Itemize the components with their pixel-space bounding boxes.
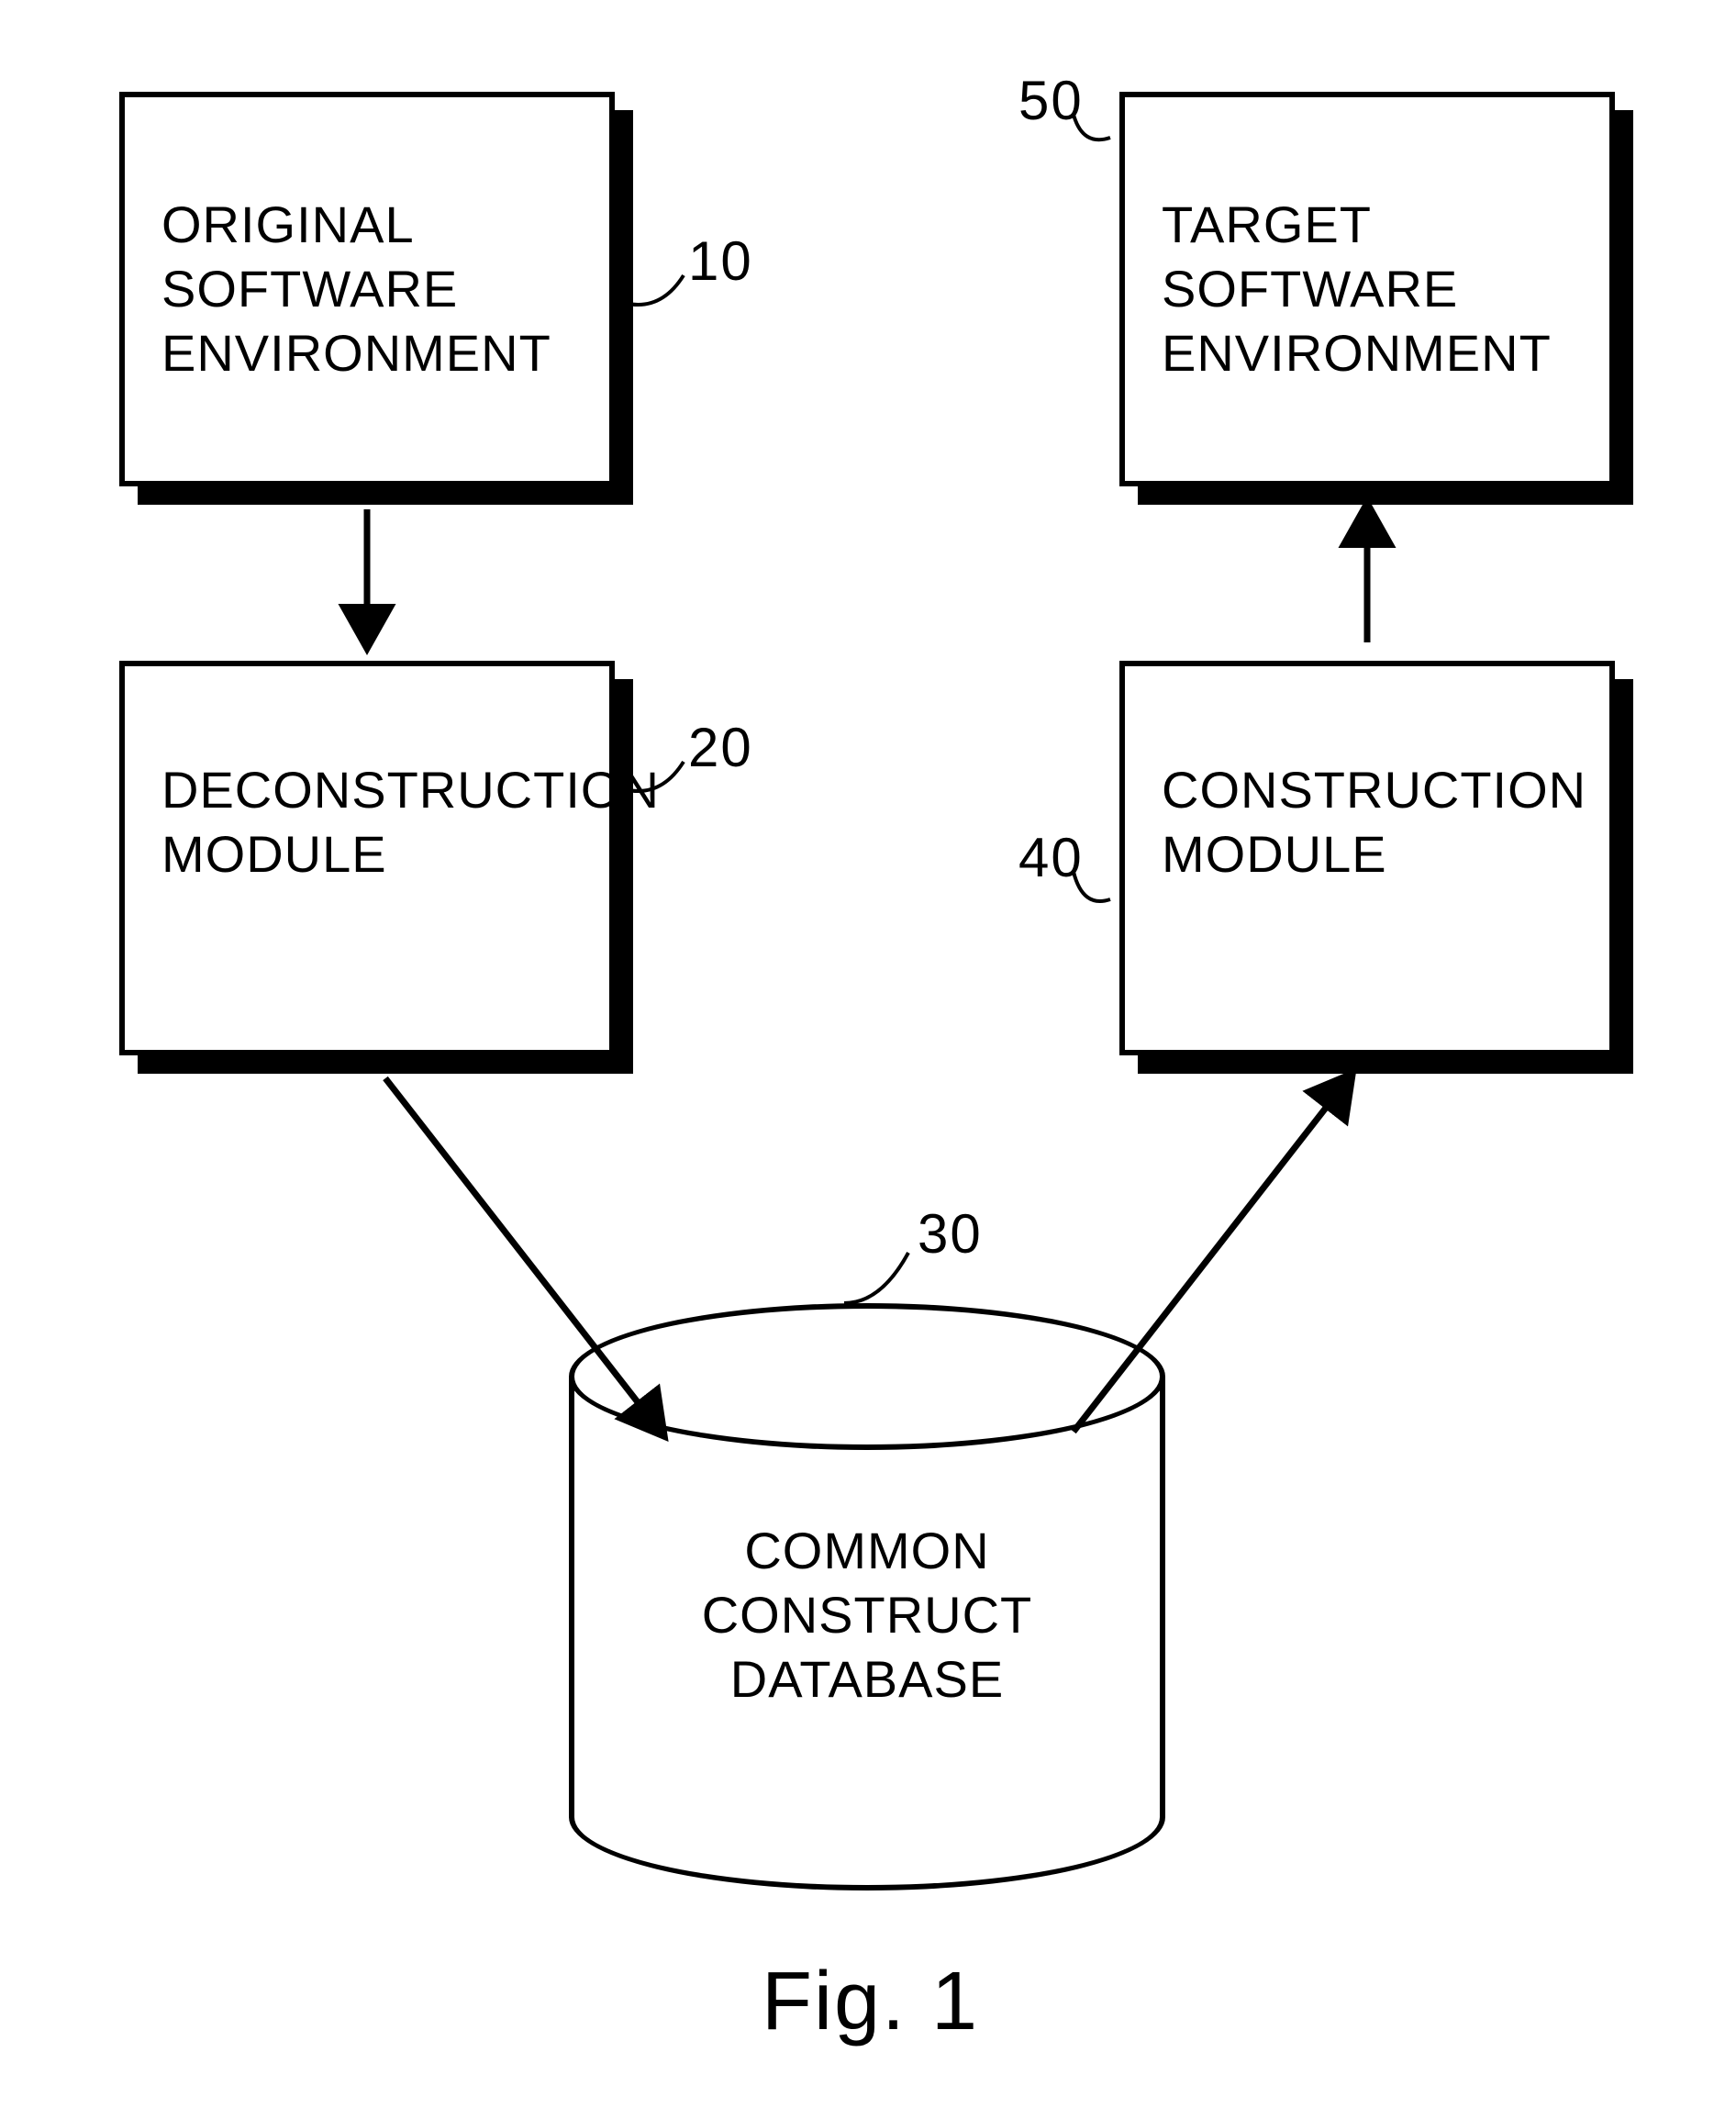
database-cylinder-text: COMMONCONSTRUCTDATABASE	[702, 1519, 1033, 1712]
original-box-text: ORIGINALSOFTWAREENVIRONMENT	[161, 193, 551, 385]
ref-20: 20	[688, 716, 753, 779]
ref-10: 10	[688, 229, 753, 293]
leader-30	[844, 1253, 908, 1303]
database-cylinder: COMMONCONSTRUCTDATABASE	[569, 1303, 1165, 1817]
database-cylinder-top	[569, 1303, 1165, 1450]
ref-30: 30	[918, 1202, 983, 1266]
target-box-text: TARGETSOFTWAREENVIRONMENT	[1162, 193, 1552, 385]
construction-box-text: CONSTRUCTIONMODULE	[1162, 758, 1586, 887]
diagram-canvas: ORIGINALSOFTWAREENVIRONMENT DECONSTRUCTI…	[0, 0, 1736, 2108]
deconstruction-box: DECONSTRUCTIONMODULE	[119, 661, 615, 1055]
deconstruction-box-text: DECONSTRUCTIONMODULE	[161, 758, 660, 887]
ref-50: 50	[1018, 69, 1084, 132]
figure-label: Fig. 1	[762, 1955, 979, 2049]
ref-40: 40	[1018, 826, 1084, 889]
target-box: TARGETSOFTWAREENVIRONMENT	[1119, 92, 1615, 486]
original-box: ORIGINALSOFTWAREENVIRONMENT	[119, 92, 615, 486]
construction-box: CONSTRUCTIONMODULE	[1119, 661, 1615, 1055]
